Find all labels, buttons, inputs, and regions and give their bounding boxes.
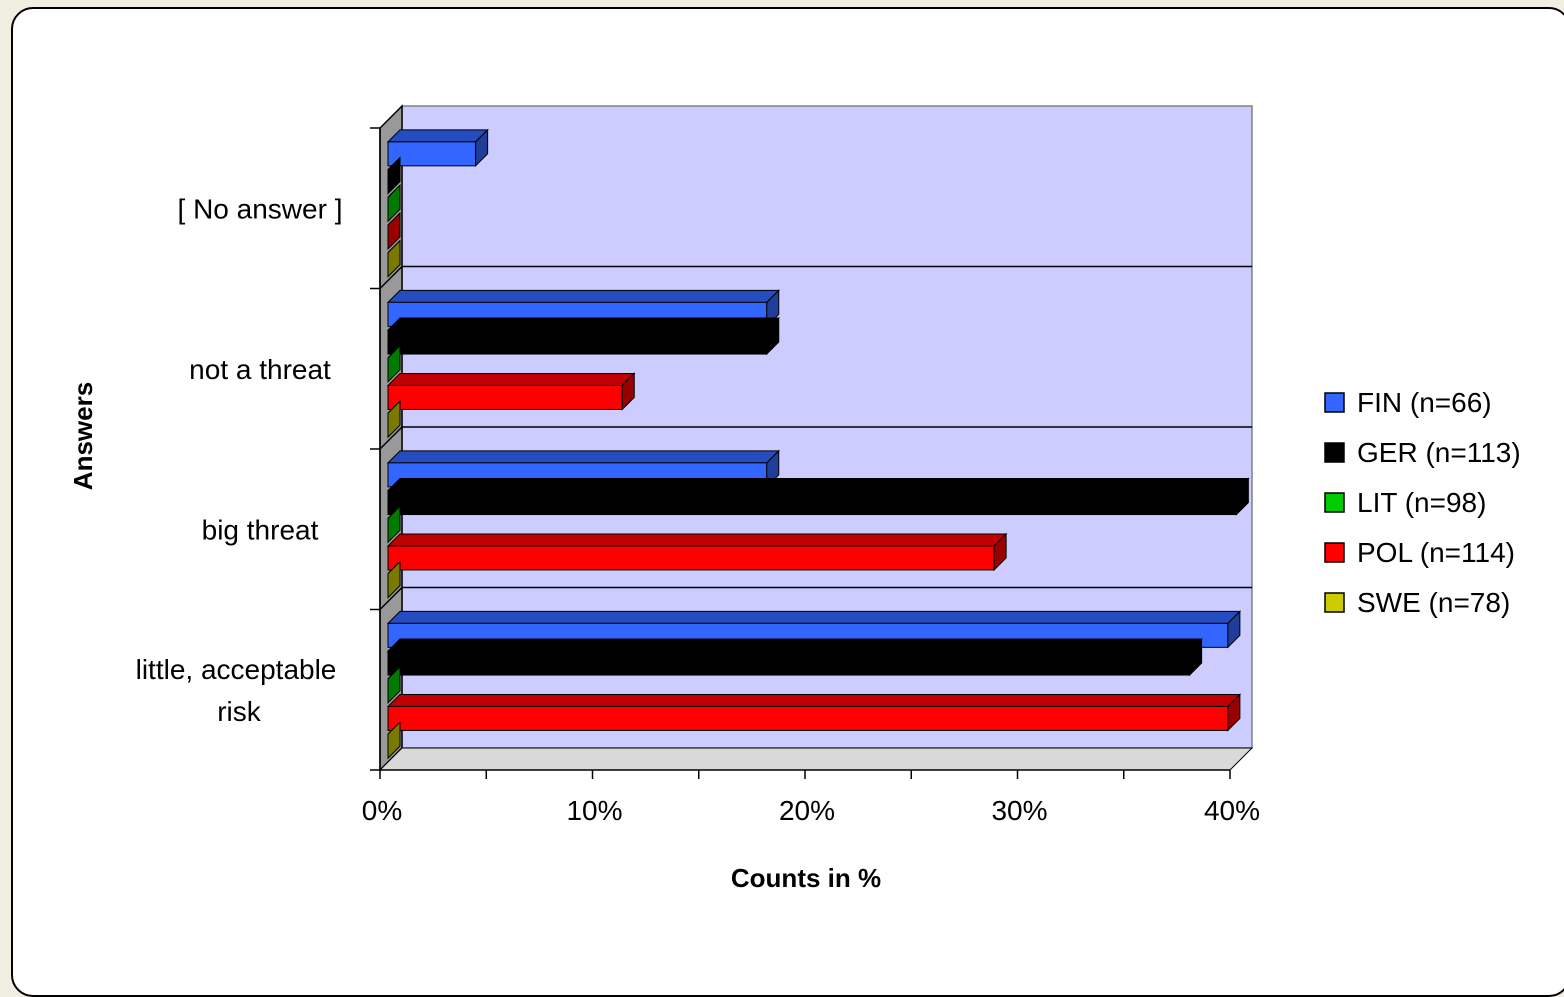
bar xyxy=(386,693,1242,732)
bar-group xyxy=(386,128,1250,760)
x-tick-label: 0% xyxy=(362,795,402,826)
bar xyxy=(387,665,401,704)
bar-side xyxy=(387,399,401,439)
gridline-side xyxy=(379,426,403,450)
legend-label: FIN (n=66) xyxy=(1357,387,1492,418)
bar-side xyxy=(387,184,401,223)
bar xyxy=(387,156,401,195)
bar-top xyxy=(386,533,1008,547)
legend-label: POL (n=114) xyxy=(1357,537,1515,568)
legend-swatch xyxy=(1324,592,1345,613)
bar-side xyxy=(387,239,401,278)
category-labels: [ No answer ] not a threat big threat littl… xyxy=(136,193,343,727)
bar-front xyxy=(387,490,1237,516)
legend-swatch xyxy=(1324,442,1345,463)
bar-top xyxy=(386,317,780,331)
bar-side xyxy=(621,372,635,411)
bar-front xyxy=(387,545,995,571)
bar-side xyxy=(387,720,401,760)
category-label: little, acceptable risk xyxy=(136,654,337,727)
legend: FIN (n=66) GER (n=113) LIT (n=98) POL (n=11… xyxy=(1324,387,1521,618)
legend-label: SWE (n=78) xyxy=(1357,587,1510,618)
bar xyxy=(386,532,1008,572)
bar xyxy=(386,316,780,356)
bar-top xyxy=(386,129,489,143)
gridline-side xyxy=(379,586,403,611)
bar-top xyxy=(386,372,636,386)
bar-side xyxy=(387,344,401,383)
axes xyxy=(370,127,1231,779)
bar-side xyxy=(387,560,401,599)
plot-floor xyxy=(378,747,1254,771)
bar-side xyxy=(387,211,401,251)
legend-label: LIT (n=98) xyxy=(1357,487,1486,518)
bar xyxy=(387,720,401,760)
bar-side xyxy=(1227,693,1241,732)
category-label: [ No answer ] xyxy=(178,193,343,224)
bar-side xyxy=(387,505,401,544)
bar-top xyxy=(386,450,780,464)
legend-item: GER (n=113) xyxy=(1324,437,1521,468)
bar xyxy=(387,239,401,278)
bar-top xyxy=(386,610,1242,624)
x-axis-title: Counts in % xyxy=(731,863,881,893)
legend-item: FIN (n=66) xyxy=(1324,387,1492,418)
bar xyxy=(387,399,401,439)
legend-swatch xyxy=(1324,392,1345,413)
bar-front xyxy=(387,141,477,167)
x-tick-label: 40% xyxy=(1204,795,1260,826)
gridline-side xyxy=(379,265,403,290)
bar-side xyxy=(993,532,1007,572)
x-tick-label: 10% xyxy=(566,795,622,826)
legend-label: GER (n=113) xyxy=(1357,437,1521,468)
bar-front xyxy=(387,650,1191,676)
bar xyxy=(387,505,401,544)
legend-swatch xyxy=(1324,492,1345,513)
bar-side xyxy=(766,316,780,356)
bar-side xyxy=(1235,477,1249,516)
legend-swatch xyxy=(1324,542,1345,563)
bar xyxy=(386,477,1250,516)
bar-side xyxy=(475,128,489,168)
legend-item: LIT (n=98) xyxy=(1324,487,1486,518)
bar-top xyxy=(386,693,1242,707)
category-label: not a threat xyxy=(189,354,331,385)
legend-item: POL (n=114) xyxy=(1324,537,1515,568)
bar xyxy=(386,372,636,411)
legend-item: SWE (n=78) xyxy=(1324,587,1510,618)
bar-top xyxy=(386,289,780,303)
bar xyxy=(387,184,401,223)
bar xyxy=(386,637,1203,677)
x-tick-label: 30% xyxy=(991,795,1047,826)
bar-side xyxy=(387,665,401,704)
y-axis-title: Answers xyxy=(68,382,98,490)
bar-front xyxy=(387,384,623,410)
bar xyxy=(387,560,401,599)
bar-top xyxy=(386,638,1203,652)
bar xyxy=(387,211,401,251)
bar-side xyxy=(1189,637,1203,677)
bar-front xyxy=(387,705,1229,731)
bar-top xyxy=(386,478,1250,492)
bar-side xyxy=(1227,610,1241,649)
category-label: big threat xyxy=(202,514,319,545)
x-tick-labels: 0% 10% 20% 30% 40% xyxy=(362,795,1260,826)
chart-walls xyxy=(378,104,1254,772)
x-tick-label: 20% xyxy=(779,795,835,826)
bar xyxy=(386,128,489,168)
bar-side xyxy=(387,156,401,195)
bar-front xyxy=(387,329,768,355)
bar xyxy=(387,344,401,383)
